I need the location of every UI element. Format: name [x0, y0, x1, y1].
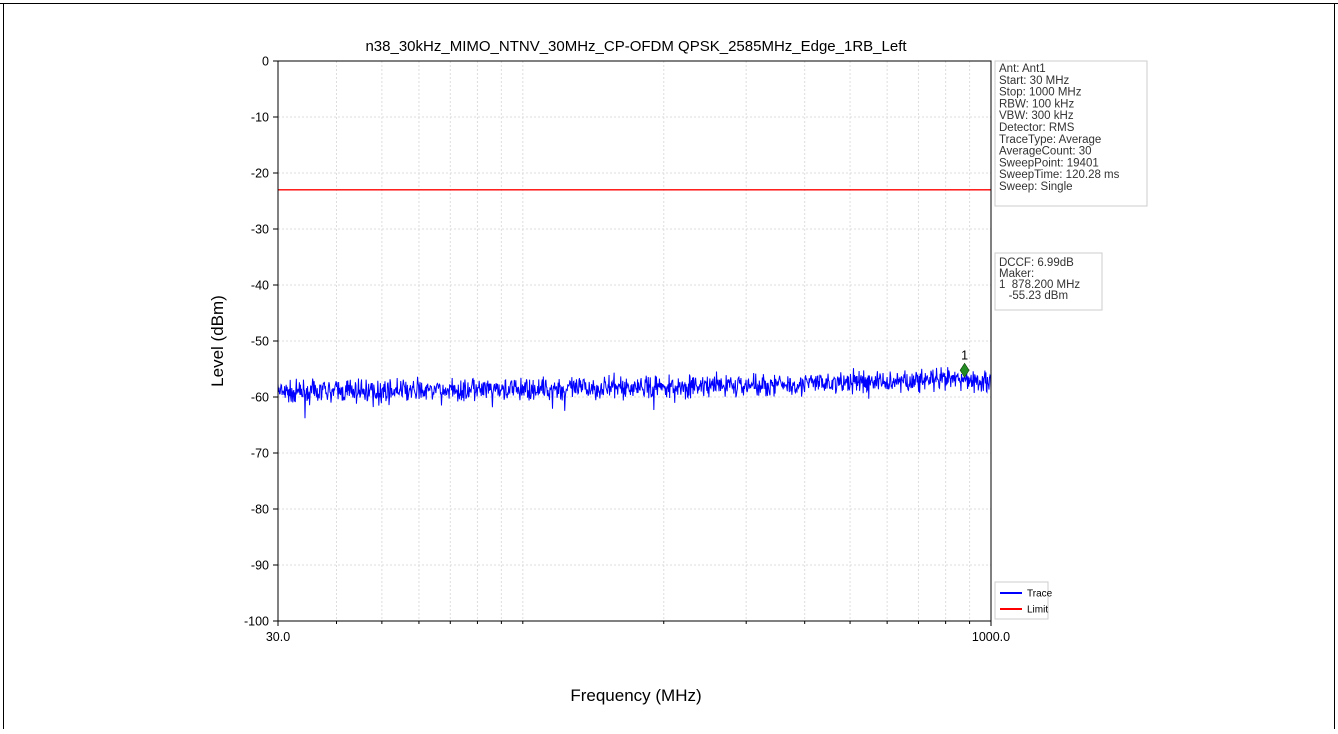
page-frame-top [0, 3, 1338, 4]
legend-label: Limit [1027, 605, 1048, 616]
marker-info-line: DCCF: 6.99dB [999, 257, 1074, 269]
legend-label: Trace [1027, 589, 1053, 600]
settings-info-line: AverageCount: 30 [999, 146, 1092, 158]
y-tick-label: -90 [251, 559, 269, 573]
legend: Trace Limit [994, 581, 1053, 620]
trace-layer [277, 367, 992, 419]
x-tick-label: 30.0 [266, 630, 290, 644]
settings-info-line: VBW: 300 kHz [999, 110, 1074, 122]
x-tick-label: 1000.0 [972, 630, 1010, 644]
settings-info-line: Sweep: Single [999, 181, 1073, 193]
trace-series-line [277, 367, 992, 419]
settings-info-line: Detector: RMS [999, 122, 1075, 134]
marker-info-line: -55.23 dBm [999, 290, 1068, 302]
settings-info-line: Stop: 1000 MHz [999, 87, 1082, 99]
settings-info-line: Ant: Ant1 [999, 63, 1046, 75]
settings-info-line: Start: 30 MHz [999, 75, 1070, 87]
y-axis-label: Level (dBm) [208, 295, 227, 387]
y-tick-label: -20 [251, 167, 269, 181]
y-tick-label: -40 [251, 279, 269, 293]
grid-layer [278, 60, 991, 622]
y-tick-label: -60 [251, 391, 269, 405]
settings-info-line: SweepTime: 120.28 ms [999, 169, 1120, 181]
settings-info-line: SweepPoint: 19401 [999, 157, 1099, 169]
y-tick-label: -70 [251, 447, 269, 461]
y-tick-label: -30 [251, 223, 269, 237]
y-tick-label: -100 [244, 615, 269, 629]
marker-1-label: 1 [961, 348, 968, 362]
settings-info-line: TraceType: Average [999, 134, 1101, 146]
y-tick-label: -50 [251, 335, 269, 349]
chart-title: n38_30kHz_MIMO_NTNV_30MHz_CP-OFDM QPSK_2… [365, 38, 907, 55]
page-frame-left [3, 3, 4, 729]
y-tick-label: -80 [251, 503, 269, 517]
marker-info-line: Maker: [999, 268, 1034, 280]
settings-info-line: RBW: 100 kHz [999, 98, 1074, 110]
y-tick-label: 0 [262, 55, 269, 69]
marker-1-diamond [959, 362, 970, 378]
marker-info-line: 1 878.200 MHz [999, 279, 1080, 291]
marker-layer: 1 [959, 348, 970, 378]
page-frame-right [1334, 3, 1335, 729]
x-axis-label: Frequency (MHz) [570, 686, 701, 705]
y-tick-label: -10 [251, 111, 269, 125]
